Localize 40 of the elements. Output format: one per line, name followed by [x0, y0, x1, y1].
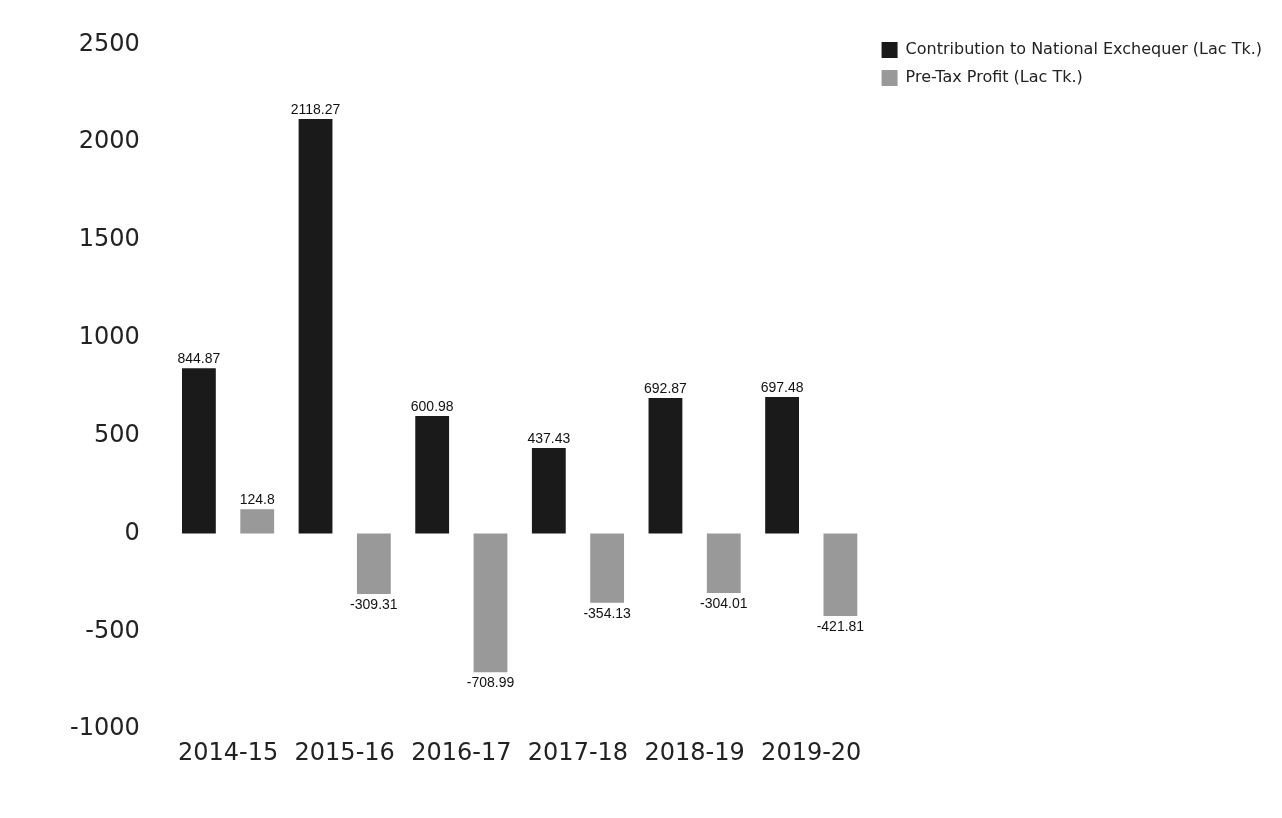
x-tick-label: 2017-18: [527, 737, 629, 766]
y-tick-label: 2500: [78, 28, 140, 57]
data-label: 2118.27: [290, 100, 341, 117]
x-tick-label: 2019-20: [761, 737, 862, 766]
x-tick-label: 2015-16: [294, 737, 395, 766]
data-label: 600.98: [410, 397, 454, 414]
data-label: 437.43: [527, 429, 571, 446]
bar: [823, 533, 858, 617]
bar: [648, 397, 683, 534]
y-tick-label: 2000: [78, 126, 140, 155]
bar: [356, 533, 391, 595]
bar: [415, 415, 450, 534]
data-label: 124.8: [239, 490, 275, 507]
y-tick-label: 1500: [78, 224, 140, 253]
bar: [531, 447, 566, 534]
bar: [590, 533, 625, 603]
bar: [298, 119, 333, 534]
y-tick-label: 500: [93, 419, 140, 448]
x-tick-label: 2016-17: [411, 737, 512, 766]
x-tick-label: 2014-15: [177, 737, 279, 766]
legend-label: Pre-Tax Profit (Lac Tk.): [905, 67, 1083, 87]
bar: [240, 509, 275, 534]
bar: [706, 533, 741, 594]
data-label: 697.48: [760, 378, 804, 395]
data-label: -708.99: [466, 674, 515, 691]
data-label: -304.01: [700, 594, 748, 611]
y-tick-label: 1000: [78, 322, 140, 351]
data-label: 692.87: [644, 379, 688, 396]
bar: [473, 533, 508, 673]
data-label: 844.87: [177, 350, 221, 367]
legend-label: Contribution to National Exchequer (Lac Tk.): [905, 39, 1263, 59]
data-label: -309.31: [350, 595, 398, 612]
data-label: -421.81: [816, 617, 865, 634]
y-tick-label: -500: [85, 615, 140, 644]
y-tick-label: -1000: [69, 713, 140, 742]
x-tick-label: 2018-19: [644, 737, 745, 766]
bar: [765, 397, 799, 534]
y-tick-label: 0: [124, 517, 140, 546]
data-label: -354.13: [583, 604, 632, 621]
bar: [181, 368, 216, 534]
